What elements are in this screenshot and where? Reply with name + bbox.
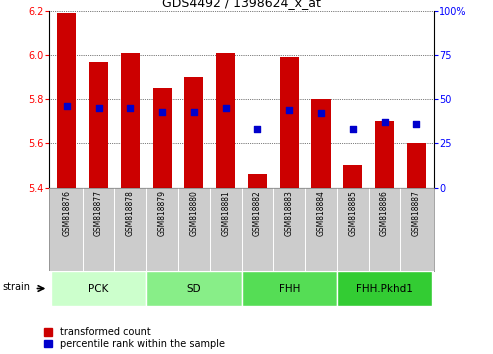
Bar — [216, 53, 235, 188]
Bar — [242, 271, 337, 306]
Text: SD: SD — [186, 284, 201, 293]
Bar — [337, 271, 432, 306]
Point — [222, 105, 230, 111]
Point — [158, 109, 166, 114]
Bar — [184, 77, 204, 188]
Point — [349, 126, 357, 132]
Point — [285, 107, 293, 113]
Bar — [248, 175, 267, 188]
Point — [190, 109, 198, 114]
Text: FHH: FHH — [279, 284, 300, 293]
Bar — [121, 53, 140, 188]
Text: GSM818881: GSM818881 — [221, 190, 230, 236]
Bar — [312, 99, 330, 188]
Text: FHH.Pkhd1: FHH.Pkhd1 — [356, 284, 413, 293]
Text: GSM818880: GSM818880 — [189, 190, 198, 236]
Bar — [146, 271, 242, 306]
Text: GSM818883: GSM818883 — [285, 190, 294, 236]
Bar — [57, 13, 76, 188]
Legend: transformed count, percentile rank within the sample: transformed count, percentile rank withi… — [44, 327, 225, 349]
Bar — [51, 271, 146, 306]
Bar — [407, 143, 426, 188]
Bar — [280, 57, 299, 188]
Point — [413, 121, 421, 127]
Point — [95, 105, 103, 111]
Point — [317, 110, 325, 116]
Point — [381, 119, 388, 125]
Text: GSM818882: GSM818882 — [253, 190, 262, 236]
Bar — [343, 166, 362, 188]
Text: GSM818887: GSM818887 — [412, 190, 421, 236]
Text: GSM818884: GSM818884 — [317, 190, 325, 236]
Text: GSM818878: GSM818878 — [126, 190, 135, 236]
Text: GSM818886: GSM818886 — [380, 190, 389, 236]
Text: GSM818877: GSM818877 — [94, 190, 103, 236]
Text: PCK: PCK — [88, 284, 109, 293]
Text: strain: strain — [2, 282, 31, 292]
Point — [126, 105, 134, 111]
Bar — [153, 88, 172, 188]
Title: GDS4492 / 1398624_x_at: GDS4492 / 1398624_x_at — [162, 0, 321, 10]
Point — [253, 126, 261, 132]
Text: GSM818876: GSM818876 — [62, 190, 71, 236]
Text: GSM818879: GSM818879 — [158, 190, 167, 236]
Point — [63, 103, 70, 109]
Bar — [89, 62, 108, 188]
Bar — [375, 121, 394, 188]
Text: GSM818885: GSM818885 — [348, 190, 357, 236]
